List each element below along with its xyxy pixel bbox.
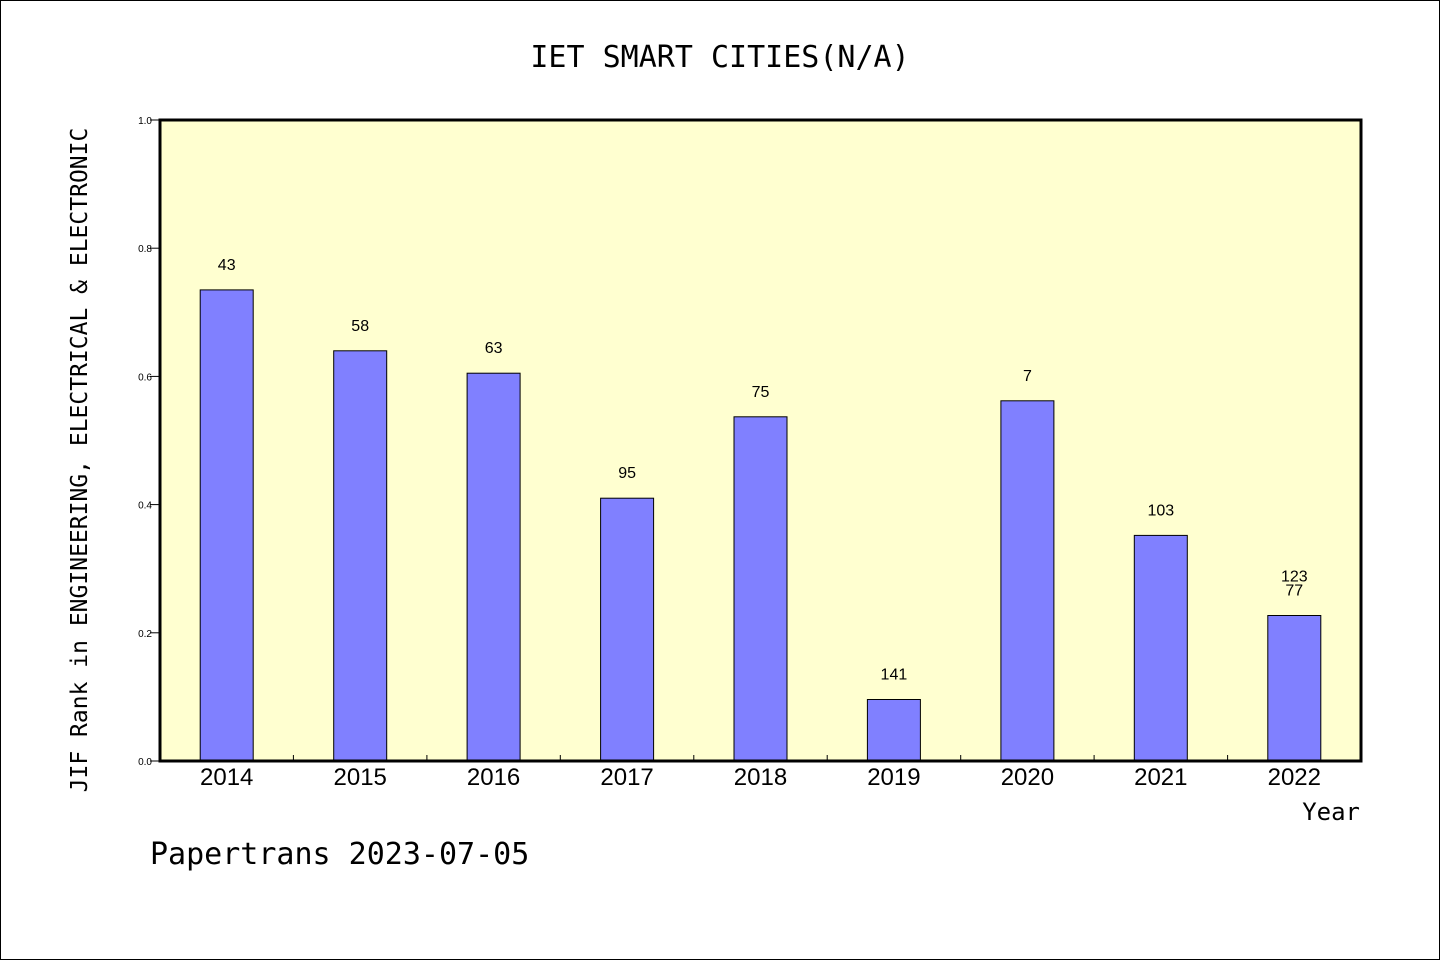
y-tick-label: 0.4: [138, 501, 152, 512]
x-tick-label: 2014: [200, 764, 253, 791]
data-label: 63: [485, 340, 503, 357]
bar-2016: [466, 372, 521, 762]
data-label: 7: [1023, 368, 1032, 385]
bar-2019: [866, 699, 921, 762]
data-label: 141: [881, 667, 908, 684]
bar-2018: [733, 416, 788, 762]
bar-2017: [600, 497, 655, 762]
x-axis-label: Year: [1302, 798, 1360, 826]
bar-2022: [1267, 615, 1322, 762]
x-tick-label: 2017: [600, 764, 653, 791]
x-tick-label: 2015: [334, 764, 387, 791]
x-tick-label: 2018: [734, 764, 787, 791]
y-tick-label: 0.2: [138, 629, 152, 640]
data-label: 43: [218, 257, 236, 274]
data-label: 75: [752, 384, 770, 401]
y-tick-label: 0.8: [138, 244, 152, 255]
ticks-layer: 2014 2015 2016 2017 2018 2019 2020 2021 2022 0.0 0…: [138, 116, 1321, 791]
chart-title: IET SMART CITIES(N/A): [530, 40, 909, 75]
y-tick-label: 0.6: [138, 372, 152, 383]
bar-2015: [333, 350, 388, 762]
x-tick-label: 2021: [1134, 764, 1187, 791]
plot-border: [158, 118, 1363, 763]
y-tick-label: 1.0: [138, 116, 152, 127]
bar-2020: [1000, 400, 1055, 762]
data-label: 58: [351, 318, 369, 335]
data-label: 95: [618, 465, 636, 482]
y-axis-label: JIF Rank in ENGINEERING, ELECTRICAL & EL…: [67, 128, 93, 793]
data-label: 123: [1281, 569, 1308, 586]
bar-2014: [199, 289, 254, 762]
x-tick-label: 2022: [1268, 764, 1321, 791]
x-tick-label: 2020: [1001, 764, 1054, 791]
y-tick-label: 0.0: [138, 757, 152, 768]
data-label: 77: [1285, 583, 1303, 600]
footer-text: Papertrans 2023-07-05: [150, 837, 529, 872]
data-label: 103: [1147, 502, 1174, 519]
x-tick-label: 2019: [867, 764, 920, 791]
bar-2021: [1133, 534, 1188, 762]
x-tick-label: 2016: [467, 764, 520, 791]
